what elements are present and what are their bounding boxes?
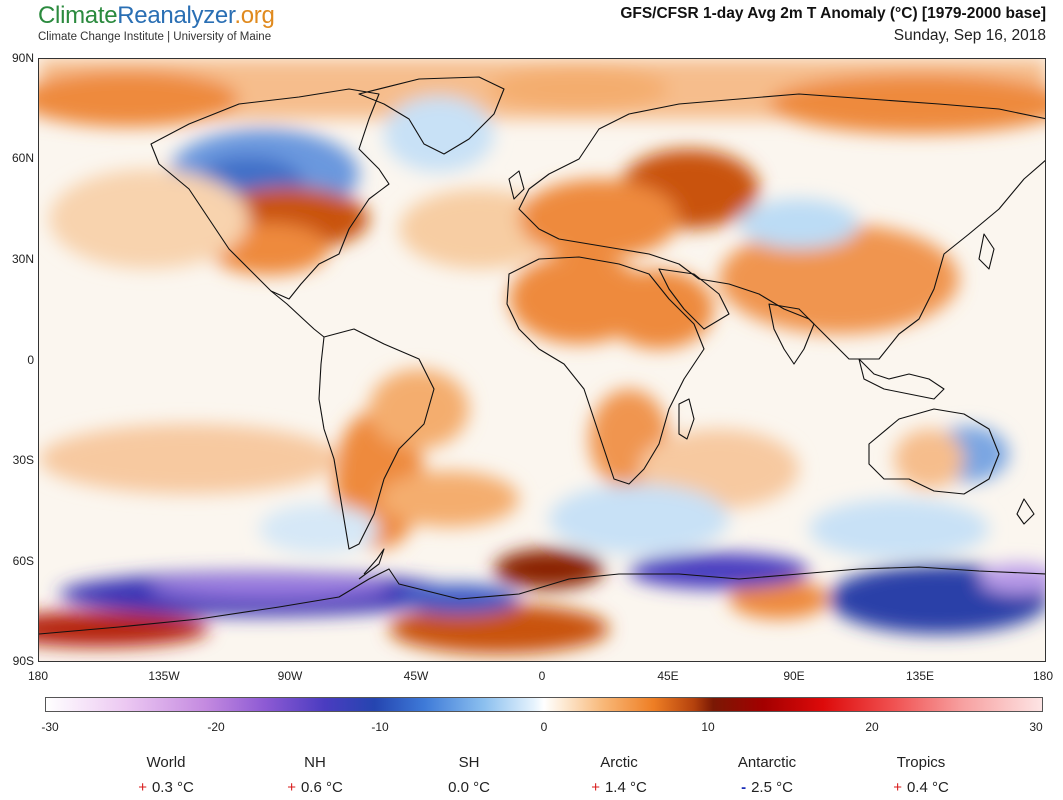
stat-value-text: 2.5 °C bbox=[751, 779, 793, 796]
colorbar-label-neg20: -20 bbox=[207, 720, 225, 734]
stat-value-text: 0.4 °C bbox=[906, 779, 949, 796]
lon-label-90e: 90E bbox=[783, 669, 805, 683]
lat-label-60s: 60S bbox=[12, 554, 34, 568]
logo-text-reanalyzer: Reanalyzer bbox=[117, 2, 235, 29]
lat-label-30n: 30N bbox=[11, 252, 34, 266]
stat-sign: - bbox=[741, 779, 747, 796]
temperature-colorbar bbox=[45, 697, 1043, 712]
stat-sign: + bbox=[591, 779, 600, 796]
lon-label-135e: 135E bbox=[905, 669, 935, 683]
logo-text-climate: Climate bbox=[38, 2, 118, 29]
colorbar-label-0: 0 bbox=[540, 720, 548, 734]
lon-label-180e: 180 bbox=[1032, 669, 1054, 683]
colorbar-label-neg30: -30 bbox=[41, 720, 59, 734]
colorbar-label-30: 30 bbox=[1029, 720, 1043, 734]
stat-sh-value: 0.0 °C bbox=[448, 779, 490, 796]
lon-label-45e: 45E bbox=[657, 669, 679, 683]
colorbar-label-10: 10 bbox=[701, 720, 715, 734]
coastlines bbox=[39, 76, 1045, 635]
lon-label-45w: 45W bbox=[403, 669, 429, 683]
anomaly-map-canvas bbox=[39, 59, 1045, 661]
map-title: GFS/CFSR 1-day Avg 2m T Anomaly (°C) [19… bbox=[620, 5, 1046, 22]
lon-label-180w: 180 bbox=[27, 669, 49, 683]
stat-value-text: 0.0 °C bbox=[448, 779, 490, 796]
institution-subtitle: Climate Change Institute | University of… bbox=[38, 31, 272, 43]
lat-label-equator: 0 bbox=[27, 353, 34, 367]
lat-label-60n: 60N bbox=[11, 151, 34, 165]
stat-value-text: 1.4 °C bbox=[604, 779, 647, 796]
stat-arctic-value: +1.4 °C bbox=[591, 779, 647, 796]
anomaly-map[interactable] bbox=[38, 58, 1046, 662]
stat-sh-label: SH bbox=[458, 754, 480, 771]
stat-value-text: 0.3 °C bbox=[151, 779, 194, 796]
stat-nh-label: NH bbox=[304, 754, 326, 771]
stat-tropics-label: Tropics bbox=[896, 754, 946, 771]
lat-label-90s: 90S bbox=[12, 654, 34, 668]
stat-world-label: World bbox=[146, 754, 186, 771]
lon-label-135w: 135W bbox=[148, 669, 180, 683]
site-logo[interactable]: ClimateReanalyzer.org bbox=[38, 2, 275, 30]
stat-tropics-value: +0.4 °C bbox=[893, 779, 949, 796]
stat-value-text: 0.6 °C bbox=[300, 779, 343, 796]
lon-label-90w: 90W bbox=[277, 669, 303, 683]
stat-antarctic-label: Antarctic bbox=[737, 754, 797, 771]
stat-world-value: +0.3 °C bbox=[138, 779, 194, 796]
anomaly-field bbox=[39, 59, 1045, 654]
logo-text-org: .org bbox=[234, 2, 275, 29]
stat-sign: + bbox=[893, 779, 902, 796]
colorbar-label-neg10: -10 bbox=[371, 720, 389, 734]
stat-arctic-label: Arctic bbox=[600, 754, 638, 771]
stat-sign: + bbox=[138, 779, 147, 796]
lat-label-90n: 90N bbox=[11, 51, 34, 65]
map-date: Sunday, Sep 16, 2018 bbox=[893, 27, 1046, 44]
stat-nh-value: +0.6 °C bbox=[287, 779, 343, 796]
stat-sign: + bbox=[287, 779, 296, 796]
stat-antarctic-value: -2.5 °C bbox=[741, 779, 793, 796]
lat-label-30s: 30S bbox=[12, 453, 34, 467]
colorbar-label-20: 20 bbox=[865, 720, 879, 734]
lon-label-0: 0 bbox=[538, 669, 546, 683]
